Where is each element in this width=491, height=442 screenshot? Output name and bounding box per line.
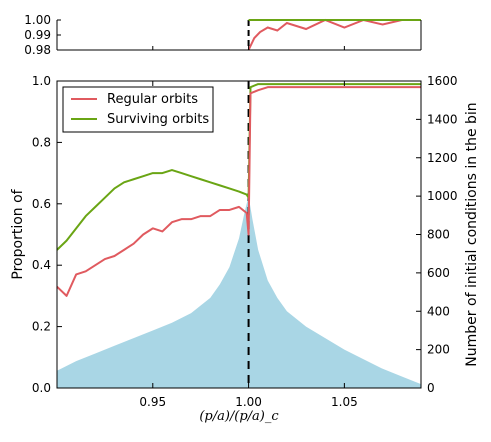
y-tick-label-left: 0.8 [32, 135, 51, 149]
y-tick-label-right: 600 [427, 266, 450, 280]
x-tick-label: 1.00 [235, 395, 262, 409]
y-tick-label-left: 0.6 [32, 197, 51, 211]
y-tick-label-left: 0.4 [32, 258, 51, 272]
inset-y-tick-label: 0.98 [24, 43, 51, 57]
y-tick-label-left: 0.2 [32, 320, 51, 334]
inset-y-tick-label: 0.99 [24, 28, 51, 42]
x-tick-label: 0.95 [139, 395, 166, 409]
legend-label: Regular orbits [107, 92, 198, 107]
x-axis-label: (p/a)/(p/a)_c [199, 409, 279, 424]
y-tick-label-left: 1.0 [32, 74, 51, 88]
inset-regular-orbits-line [247, 18, 403, 51]
y-tick-label-right: 1400 [427, 112, 458, 126]
y-tick-label-right: 400 [427, 304, 450, 318]
y-tick-label-right: 200 [427, 343, 450, 357]
y-tick-label-left: 0.0 [32, 381, 51, 395]
histogram-area [57, 196, 421, 388]
x-tick-label: 1.05 [331, 395, 358, 409]
y-tick-label-right: 1200 [427, 151, 458, 165]
y-tick-label-right: 0 [427, 381, 435, 395]
y-tick-label-right: 1600 [427, 74, 458, 88]
y-axis-label-left: Proportion of [10, 188, 26, 279]
legend-label: Surviving orbits [107, 112, 209, 127]
y-tick-label-right: 1000 [427, 189, 458, 203]
inset-y-tick-label: 1.00 [24, 13, 51, 27]
y-tick-label-right: 800 [427, 228, 450, 242]
regular-orbits-line [56, 86, 421, 297]
y-axis-label-right: Number of initial conditions in the bin [464, 102, 480, 366]
legend-box [62, 86, 214, 133]
